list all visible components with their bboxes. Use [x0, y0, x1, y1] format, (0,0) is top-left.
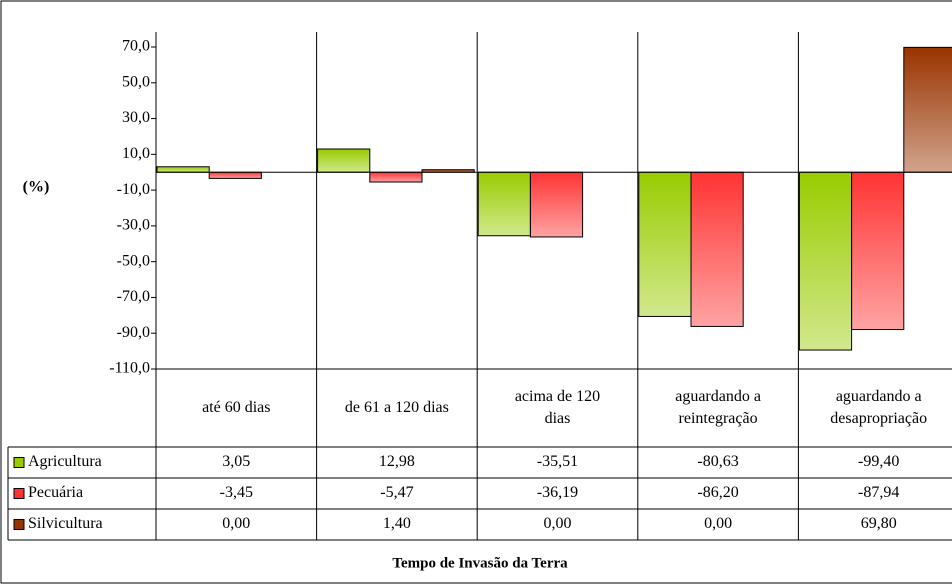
legend-key: [13, 519, 25, 530]
table-cell: 12,98: [379, 453, 415, 470]
bar: [369, 171, 423, 183]
table-cell: 0,00: [704, 515, 732, 532]
x-tick-label: aguardando a reintegração: [675, 388, 761, 427]
y-tick-label: 10,0: [122, 145, 150, 162]
y-tick-label: -90,0: [117, 324, 150, 341]
table-cell: 0,00: [544, 515, 572, 532]
table-cell: -3,45: [220, 484, 253, 501]
x-axis-label: Tempo de Invasão da Terra: [392, 555, 568, 571]
table-cell: 3,05: [222, 453, 250, 470]
x-tick-label: até 60 dias: [202, 399, 271, 416]
y-tick-label: -50,0: [117, 252, 150, 269]
table-cell: -35,51: [537, 453, 578, 470]
table-cell: 0,00: [222, 515, 250, 532]
y-tick-label: 30,0: [122, 109, 150, 126]
y-tick-label: 70,0: [122, 38, 150, 55]
table-cell: -80,63: [697, 453, 738, 470]
bar: [156, 166, 210, 173]
bar: [851, 171, 905, 331]
legend-label: Pecuária: [28, 484, 83, 501]
y-axis-label: (%): [23, 179, 50, 196]
bar: [903, 46, 952, 173]
bar: [317, 148, 371, 173]
y-tick-label: 50,0: [122, 73, 150, 90]
x-tick-label: aguardando a desapropriação: [830, 388, 928, 427]
x-tick-label: de 61 a 120 dias: [344, 399, 449, 416]
legend-key: [13, 457, 25, 468]
table-cell: -99,40: [858, 453, 899, 470]
y-tick-label: -110,0: [109, 360, 150, 377]
x-tick-label: acima de 120 dias: [514, 388, 601, 427]
legend-key: [13, 488, 25, 499]
y-tick-label: -70,0: [117, 288, 150, 305]
table-cell: -5,47: [380, 484, 413, 501]
y-tick-label: -10,0: [117, 181, 150, 198]
bar: [477, 171, 531, 237]
bar: [208, 171, 262, 179]
table-cell: -86,20: [697, 484, 738, 501]
table-cell: 69,80: [861, 515, 897, 532]
table-cell: 1,40: [383, 515, 411, 532]
bar: [638, 171, 692, 317]
bar: [690, 171, 744, 327]
y-tick-label: -30,0: [117, 217, 150, 234]
table-cell: -36,19: [537, 484, 578, 501]
legend-label: Agricultura: [28, 453, 102, 470]
bar: [529, 171, 584, 238]
legend-label: Silvicultura: [28, 515, 103, 532]
bar: [798, 171, 853, 351]
table-cell: -87,94: [858, 484, 899, 501]
